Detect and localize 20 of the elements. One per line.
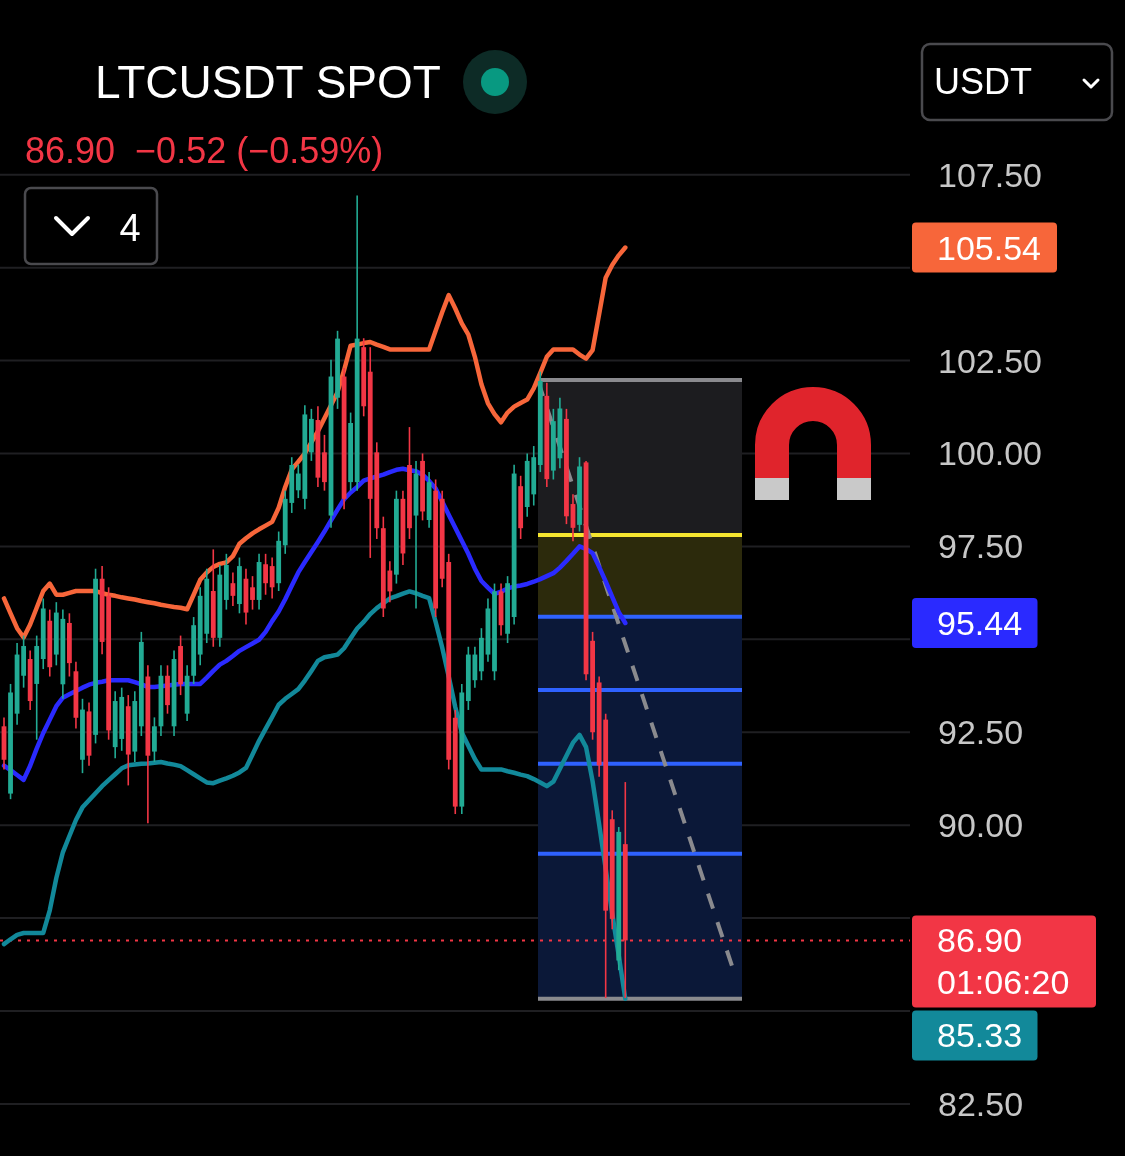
y-tick-label: 102.50 bbox=[938, 341, 1042, 380]
y-tick-label: 100.00 bbox=[938, 434, 1042, 473]
y-tick-label: 107.50 bbox=[938, 155, 1042, 194]
text: 01:06:20 bbox=[937, 963, 1070, 1002]
y-tick-label: 90.00 bbox=[938, 806, 1024, 845]
line-series bbox=[1, 245, 628, 640]
text: LTCUSDT SPOT bbox=[95, 56, 441, 108]
ref-line-label: 86.90 bbox=[937, 921, 1023, 960]
candlestick bbox=[250, 575, 255, 611]
text: 86.90 −0.52 (−0.59%) bbox=[25, 130, 384, 171]
candlestick bbox=[263, 553, 268, 596]
annotation: 4 bbox=[119, 207, 141, 249]
candlestick bbox=[269, 556, 275, 600]
text: 85.33 bbox=[937, 1016, 1023, 1055]
text: 95.44 bbox=[937, 603, 1023, 642]
y-tick-label: 92.50 bbox=[938, 713, 1024, 752]
text: USDT bbox=[934, 61, 1033, 102]
text: 105.54 bbox=[937, 228, 1041, 267]
y-tick-label: 97.50 bbox=[938, 527, 1024, 566]
y-tick-label: 82.50 bbox=[938, 1084, 1024, 1123]
